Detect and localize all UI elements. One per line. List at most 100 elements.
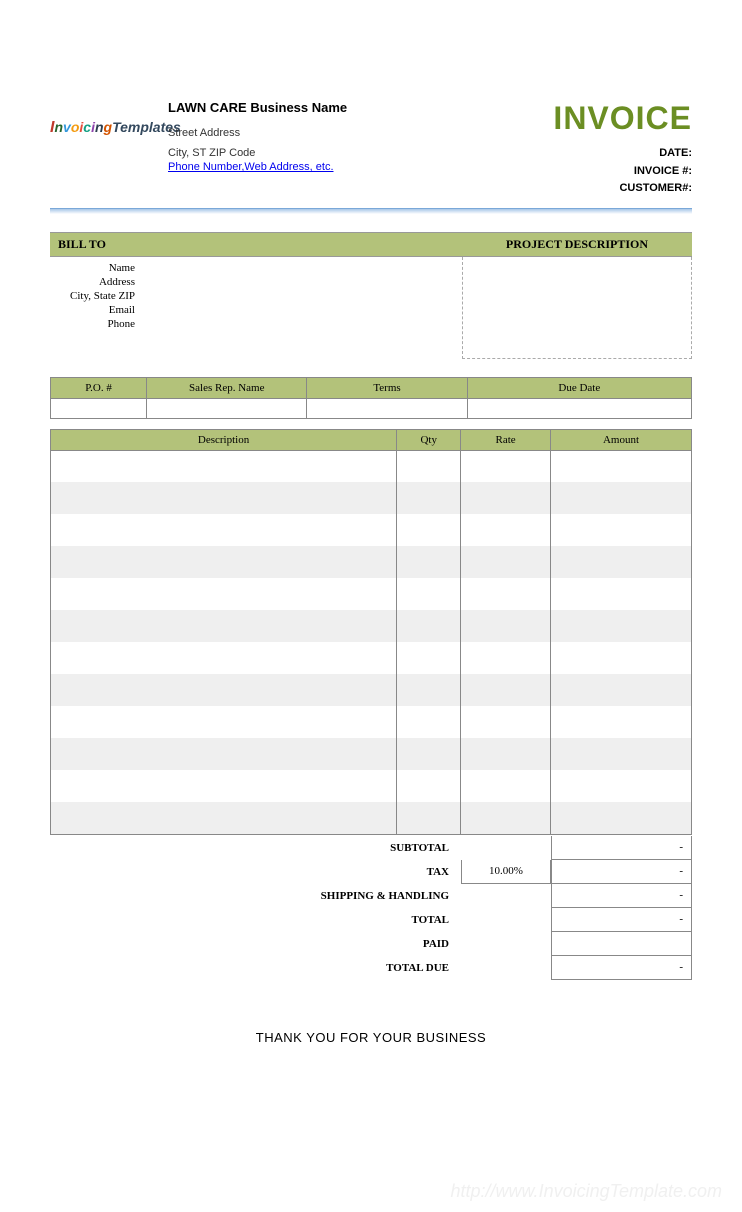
billto-left: BILL TO Name Address City, State ZIP Ema… — [50, 232, 462, 359]
item-cell-amount[interactable] — [550, 738, 691, 770]
totals-row: SHIPPING & HANDLING- — [50, 884, 692, 908]
billto-section: BILL TO Name Address City, State ZIP Ema… — [50, 232, 692, 359]
totals-row: PAID — [50, 932, 692, 956]
totals-label: SHIPPING & HANDLING — [321, 890, 461, 902]
item-cell-amount[interactable] — [550, 706, 691, 738]
header-left: LAWN CARE Business Name InvoicingTemplat… — [50, 100, 347, 173]
meta-labels: DATE: INVOICE #: CUSTOMER#: — [553, 145, 692, 198]
table-row — [51, 674, 692, 706]
po-cell-due[interactable] — [467, 398, 691, 418]
item-cell-amount[interactable] — [550, 514, 691, 546]
item-cell-desc[interactable] — [51, 578, 397, 610]
item-cell-amount[interactable] — [550, 546, 691, 578]
item-cell-qty[interactable] — [397, 514, 461, 546]
header-divider — [50, 208, 692, 214]
item-cell-amount[interactable] — [550, 642, 691, 674]
item-cell-qty[interactable] — [397, 450, 461, 482]
item-cell-desc[interactable] — [51, 738, 397, 770]
po-cell-rep[interactable] — [147, 398, 307, 418]
item-cell-rate[interactable] — [461, 706, 551, 738]
item-cell-desc[interactable] — [51, 610, 397, 642]
item-cell-qty[interactable] — [397, 482, 461, 514]
totals-taxrate-cell: 10.00% — [461, 860, 551, 884]
billto-address: Address — [50, 275, 145, 289]
po-header-terms: Terms — [307, 377, 467, 398]
contact-link[interactable]: Phone Number,Web Address, etc. — [168, 161, 347, 173]
item-cell-desc[interactable] — [51, 450, 397, 482]
item-cell-desc[interactable] — [51, 546, 397, 578]
items-header-desc: Description — [51, 429, 397, 450]
item-cell-qty[interactable] — [397, 802, 461, 834]
item-cell-rate[interactable] — [461, 642, 551, 674]
totals-row: TOTAL- — [50, 908, 692, 932]
item-cell-desc[interactable] — [51, 642, 397, 674]
billto-fields: Name Address City, State ZIP Email Phone — [50, 257, 462, 335]
item-cell-qty[interactable] — [397, 770, 461, 802]
po-data-row — [51, 398, 692, 418]
billto-city: City, State ZIP — [50, 289, 145, 303]
item-cell-rate[interactable] — [461, 450, 551, 482]
totals-value — [551, 932, 692, 956]
items-header-amount: Amount — [550, 429, 691, 450]
totals-label: TOTAL — [412, 914, 462, 926]
totals-label: PAID — [423, 938, 461, 950]
totals-taxrate-cell — [461, 884, 551, 908]
item-cell-desc[interactable] — [51, 482, 397, 514]
totals-label: TOTAL DUE — [386, 962, 461, 974]
item-cell-amount[interactable] — [550, 610, 691, 642]
item-cell-rate[interactable] — [461, 802, 551, 834]
totals-row: TAX10.00%- — [50, 860, 692, 884]
item-cell-rate[interactable] — [461, 546, 551, 578]
totals-taxrate-cell — [461, 932, 551, 956]
po-table: P.O. # Sales Rep. Name Terms Due Date — [50, 377, 692, 419]
item-cell-rate[interactable] — [461, 578, 551, 610]
item-cell-desc[interactable] — [51, 770, 397, 802]
item-cell-amount[interactable] — [550, 578, 691, 610]
project-box[interactable] — [462, 257, 692, 359]
thank-you-message: THANK YOU FOR YOUR BUSINESS — [50, 1030, 692, 1045]
totals-label: TAX — [427, 866, 461, 878]
totals-value: - — [551, 836, 692, 860]
address-lines: City, ST ZIP Code Phone Number,Web Addre… — [168, 147, 347, 173]
item-cell-rate[interactable] — [461, 610, 551, 642]
item-cell-rate[interactable] — [461, 674, 551, 706]
billto-name: Name — [50, 261, 145, 275]
table-row — [51, 450, 692, 482]
item-cell-amount[interactable] — [550, 802, 691, 834]
item-cell-desc[interactable] — [51, 706, 397, 738]
watermark: http://www.InvoicingTemplate.com — [451, 1181, 722, 1202]
item-cell-rate[interactable] — [461, 770, 551, 802]
po-header-rep: Sales Rep. Name — [147, 377, 307, 398]
item-cell-amount[interactable] — [550, 770, 691, 802]
logo: InvoicingTemplates — [50, 119, 160, 147]
table-row — [51, 578, 692, 610]
item-cell-qty[interactable] — [397, 674, 461, 706]
item-cell-rate[interactable] — [461, 514, 551, 546]
item-cell-qty[interactable] — [397, 610, 461, 642]
item-cell-qty[interactable] — [397, 642, 461, 674]
item-cell-amount[interactable] — [550, 674, 691, 706]
item-cell-qty[interactable] — [397, 738, 461, 770]
po-cell-terms[interactable] — [307, 398, 467, 418]
item-cell-qty[interactable] — [397, 578, 461, 610]
item-cell-desc[interactable] — [51, 802, 397, 834]
item-cell-qty[interactable] — [397, 546, 461, 578]
item-cell-rate[interactable] — [461, 482, 551, 514]
item-cell-qty[interactable] — [397, 706, 461, 738]
item-cell-amount[interactable] — [550, 450, 691, 482]
item-cell-desc[interactable] — [51, 674, 397, 706]
header-right: INVOICE DATE: INVOICE #: CUSTOMER#: — [553, 100, 692, 198]
table-row — [51, 546, 692, 578]
item-cell-desc[interactable] — [51, 514, 397, 546]
item-cell-amount[interactable] — [550, 482, 691, 514]
totals-taxrate-cell — [461, 956, 551, 980]
table-row — [51, 706, 692, 738]
item-cell-rate[interactable] — [461, 738, 551, 770]
po-cell-po[interactable] — [51, 398, 147, 418]
totals-taxrate-cell — [461, 908, 551, 932]
totals-row: TOTAL DUE- — [50, 956, 692, 980]
header-row: InvoicingTemplates Street Address — [50, 119, 347, 147]
project-header: PROJECT DESCRIPTION — [462, 232, 692, 257]
table-row — [51, 482, 692, 514]
city-state-zip: City, ST ZIP Code — [168, 147, 347, 159]
